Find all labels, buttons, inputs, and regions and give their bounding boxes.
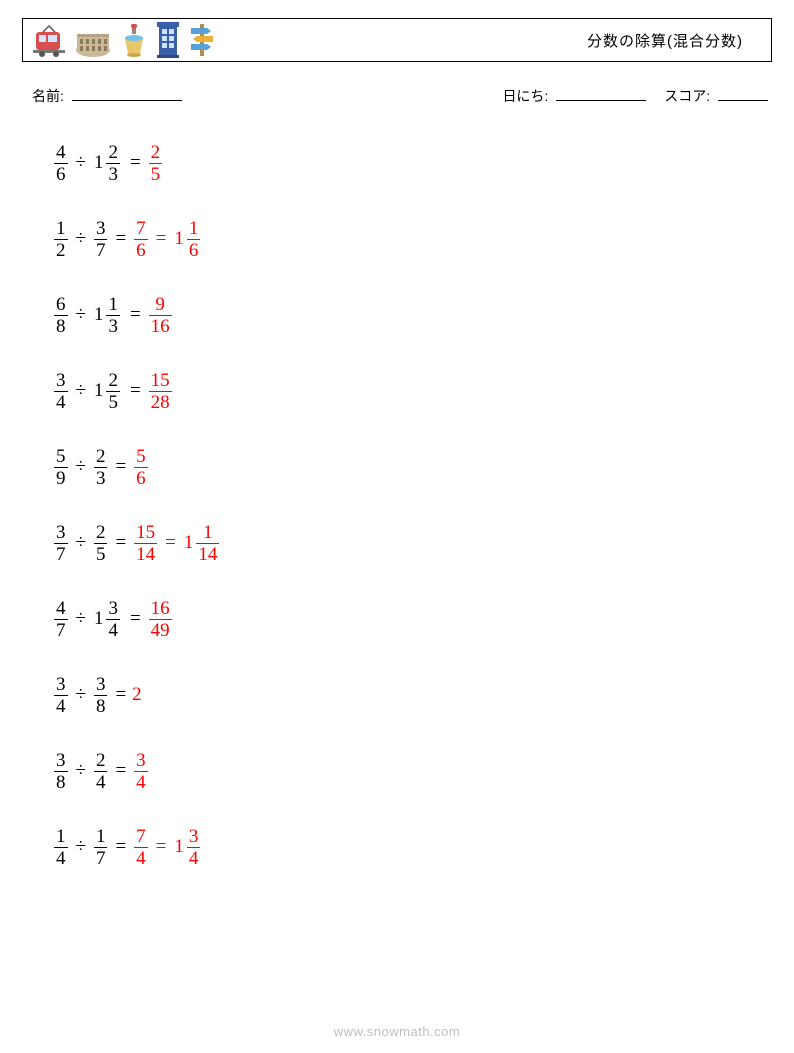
answer: 1514 bbox=[132, 523, 159, 564]
score-field: スコア: bbox=[664, 86, 768, 106]
name-field: 名前: bbox=[32, 86, 182, 106]
footer-watermark: www.snowmath.com bbox=[0, 1024, 794, 1039]
phonebooth-icon bbox=[157, 22, 179, 58]
equals: = bbox=[115, 836, 126, 858]
date-blank[interactable] bbox=[556, 86, 646, 101]
tram-icon bbox=[33, 24, 65, 58]
name-label: 名前: bbox=[32, 88, 64, 104]
equals: = bbox=[156, 836, 167, 858]
operator: ÷ bbox=[76, 456, 86, 478]
answer: 25 bbox=[147, 143, 165, 184]
equals: = bbox=[130, 152, 141, 174]
answer: 2 bbox=[132, 684, 142, 706]
header-icons bbox=[33, 22, 215, 58]
problem-row: 34÷125=1528 bbox=[52, 368, 772, 414]
operator: ÷ bbox=[76, 152, 86, 174]
colosseum-icon bbox=[75, 28, 111, 58]
equals: = bbox=[156, 228, 167, 250]
problem-row: 34÷38=2 bbox=[52, 672, 772, 718]
operator: ÷ bbox=[76, 380, 86, 402]
answer: 134 bbox=[172, 827, 204, 868]
score-label: スコア: bbox=[664, 88, 710, 104]
operator: ÷ bbox=[76, 836, 86, 858]
date-label: 日にち: bbox=[502, 88, 548, 104]
operator: ÷ bbox=[76, 608, 86, 630]
problem-row: 38÷24=34 bbox=[52, 748, 772, 794]
problem-row: 37÷25=1514=1114 bbox=[52, 520, 772, 566]
answer: 1114 bbox=[182, 523, 224, 564]
header-box: 分数の除算(混合分数) bbox=[22, 18, 772, 62]
worksheet-title: 分数の除算(混合分数) bbox=[587, 30, 743, 51]
answer: 56 bbox=[132, 447, 150, 488]
date-field: 日にち: bbox=[502, 86, 646, 106]
problem-row: 46÷123=25 bbox=[52, 140, 772, 186]
problem-row: 14÷17=74=134 bbox=[52, 824, 772, 870]
signpost-icon bbox=[189, 22, 215, 58]
answer: 1528 bbox=[147, 371, 174, 412]
name-blank[interactable] bbox=[72, 86, 182, 101]
equals: = bbox=[165, 532, 176, 554]
bucket-icon bbox=[121, 24, 147, 58]
answer: 34 bbox=[132, 751, 150, 792]
equals: = bbox=[130, 304, 141, 326]
equals: = bbox=[115, 456, 126, 478]
operator: ÷ bbox=[76, 228, 86, 250]
meta-row: 名前: 日にち: スコア: bbox=[32, 86, 768, 106]
problem-row: 47÷134=1649 bbox=[52, 596, 772, 642]
answer: 1649 bbox=[147, 599, 174, 640]
equals: = bbox=[115, 760, 126, 782]
problems-list: 46÷123=2512÷37=76=11668÷113=91634÷125=15… bbox=[52, 140, 772, 870]
answer: 916 bbox=[147, 295, 174, 336]
operator: ÷ bbox=[76, 760, 86, 782]
problem-row: 68÷113=916 bbox=[52, 292, 772, 338]
equals: = bbox=[130, 380, 141, 402]
equals: = bbox=[115, 684, 126, 706]
operator: ÷ bbox=[76, 532, 86, 554]
answer: 116 bbox=[172, 219, 204, 260]
problem-row: 12÷37=76=116 bbox=[52, 216, 772, 262]
answer: 76 bbox=[132, 219, 150, 260]
equals: = bbox=[115, 228, 126, 250]
equals: = bbox=[130, 608, 141, 630]
worksheet-page: 分数の除算(混合分数) 名前: 日にち: スコア: 46÷123=2512÷37… bbox=[0, 0, 794, 1053]
equals: = bbox=[115, 532, 126, 554]
answer: 74 bbox=[132, 827, 150, 868]
operator: ÷ bbox=[76, 684, 86, 706]
operator: ÷ bbox=[76, 304, 86, 326]
score-blank[interactable] bbox=[718, 86, 768, 101]
problem-row: 59÷23=56 bbox=[52, 444, 772, 490]
